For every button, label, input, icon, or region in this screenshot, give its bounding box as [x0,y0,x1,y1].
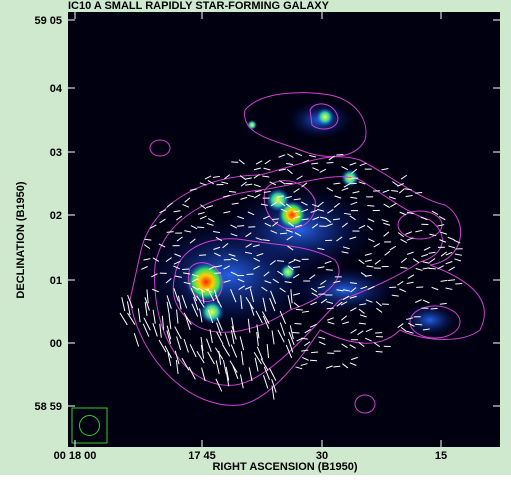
y-tick-label: 03 [50,147,62,159]
vector [310,360,317,361]
emission [400,302,460,338]
vector [237,226,244,227]
vector [326,270,333,271]
vector [367,205,374,206]
vector [296,309,303,310]
y-tick-label: 02 [50,210,62,222]
y-tick-label: 01 [50,275,62,287]
y-tick-label: 59 05 [34,15,62,27]
hot-spot [186,262,226,302]
y-tick-label: 58 59 [34,401,62,413]
y-axis-label: DECLINATION (B1950) [15,181,27,298]
x-axis-label: RIGHT ASCENSION (B1950) [212,461,357,473]
vector [272,219,279,220]
vector [247,274,254,275]
vector [431,308,438,309]
vector [415,324,422,325]
vector [455,284,462,285]
vector [327,308,334,309]
vector [311,352,318,353]
vector [197,227,204,228]
x-tick-label: 30 [316,450,328,462]
vector [415,193,422,194]
figure: IC10 A SMALL RAPIDLY STAR-FORMING GALAXY… [0,0,511,475]
hot-spot [316,108,334,126]
y-tick-label: 00 [50,338,62,350]
vector [448,280,455,281]
vector [336,154,343,155]
title: IC10 A SMALL RAPIDLY STAR-FORMING GALAXY [68,0,330,12]
hot-spot [247,120,257,130]
vector [376,351,383,352]
x-tick-label: 15 [435,450,447,462]
x-tick-label: 17 45 [188,450,216,462]
x-tick-label: 00 18 00 [54,450,97,462]
vector [326,162,333,163]
y-tick-label: 04 [50,83,63,95]
vector [293,332,300,333]
